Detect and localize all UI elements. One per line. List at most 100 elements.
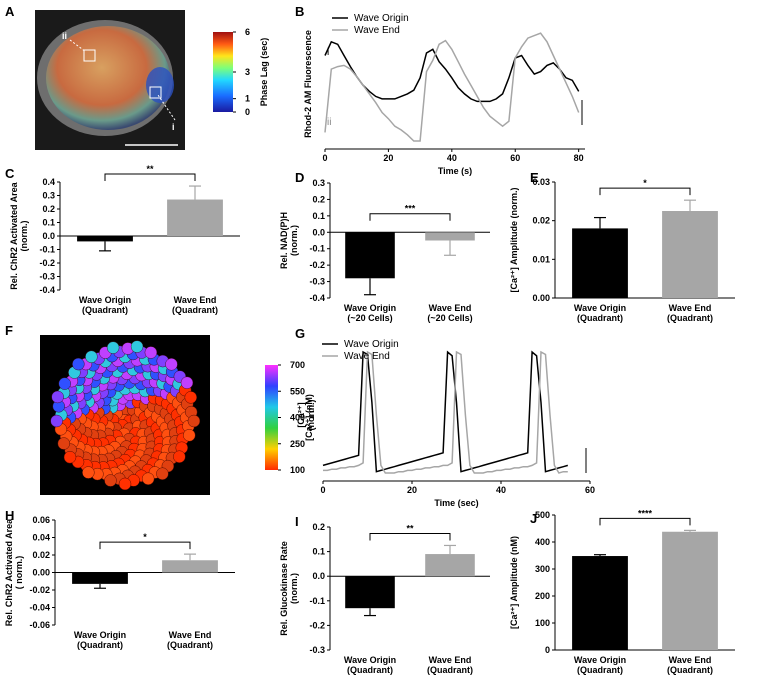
bar: [72, 572, 128, 584]
roi-arrow: [157, 94, 176, 121]
bar: [162, 560, 218, 573]
cell-sphere: [187, 414, 201, 428]
cell-sphere: [141, 472, 155, 485]
colorbar-tick-label: 3: [245, 67, 250, 77]
x-tick-label: Wave Origin (Quadrant): [74, 630, 126, 650]
x-tick-label: Wave Origin (Quadrant): [574, 655, 626, 675]
y-tick-label: 0.0: [312, 227, 325, 237]
panel-letter: D: [295, 170, 304, 185]
roi-box: [149, 86, 162, 99]
cell-sphere: [144, 346, 158, 359]
cell-sphere: [156, 467, 169, 480]
legend-label: Wave End: [354, 25, 400, 36]
y-tick-label: -0.02: [29, 585, 50, 595]
y-tick-label: 0.2: [312, 194, 325, 204]
significance-label: *: [143, 532, 147, 542]
significance-label: *: [643, 178, 647, 188]
x-axis-label: Time (s): [438, 166, 472, 176]
bar: [425, 554, 475, 577]
roi-arrow: [69, 39, 87, 53]
y-axis-label: [Ca²⁺](norm.): [296, 400, 316, 431]
significance-label: **: [406, 523, 414, 533]
y-tick-label: 0.01: [532, 254, 550, 264]
significance-bracket: [369, 213, 451, 221]
y-tick-label: -0.1: [309, 244, 325, 254]
x-tick-label: Wave Origin (Quadrant): [79, 295, 131, 315]
x-tick-label: Wave End (Quadrant): [427, 655, 473, 675]
legend-label: Wave End: [344, 351, 390, 362]
y-tick-label: -0.3: [39, 272, 55, 282]
x-tick-label: 60: [510, 153, 520, 163]
significance-bracket: [599, 517, 691, 526]
significance-bracket: [599, 187, 691, 196]
y-tick-label: 0.06: [32, 515, 50, 525]
panel-letter: F: [5, 323, 13, 338]
bar: [662, 531, 718, 650]
y-tick-label: 0.00: [32, 568, 50, 578]
legend-label: Wave Origin: [354, 13, 409, 24]
y-tick-label: 0.1: [312, 211, 325, 221]
bar: [167, 199, 223, 236]
x-tick-label: 40: [447, 153, 457, 163]
y-tick-label: 0.4: [42, 177, 55, 187]
panel-letter: G: [295, 326, 305, 341]
x-tick-label: Wave End (Quadrant): [167, 630, 213, 650]
cell-sphere: [184, 391, 197, 404]
series-line: [323, 350, 568, 474]
image-decoration: [35, 10, 587, 495]
series-line: [324, 32, 580, 142]
y-tick-label: 0.2: [312, 522, 325, 532]
colorbar-tick-label: 700: [290, 360, 305, 370]
y-tick-label: 0.03: [532, 177, 550, 187]
colorbar-tick-label: 250: [290, 439, 305, 449]
series-line: [324, 40, 580, 103]
significance-label: **: [146, 164, 154, 174]
colorbar-tick-label: 1: [245, 94, 250, 104]
bar: [345, 232, 395, 279]
y-tick-label: -0.4: [309, 293, 325, 303]
cell-sphere: [51, 390, 64, 404]
significance-label: ****: [638, 508, 653, 518]
y-tick-label: 0.0: [42, 231, 55, 241]
y-axis-label: Rel. ChR2 Activated Area(norm.): [9, 181, 29, 289]
x-tick-label: 80: [574, 153, 584, 163]
bar: [345, 576, 395, 609]
cell-sphere: [57, 437, 70, 450]
x-tick-label: 0: [320, 485, 325, 495]
panel-letter: J: [530, 511, 537, 526]
panel-letter: I: [295, 514, 299, 529]
roi-box: [83, 49, 96, 62]
x-tick-label: Wave End (Quadrant): [667, 303, 713, 323]
y-axis-label: Rel. NAD(P)H(norm.): [279, 212, 299, 269]
colorbar-tick-label: 550: [290, 386, 305, 396]
colorbar-tick-label: 6: [245, 27, 250, 37]
y-tick-label: -0.2: [309, 260, 325, 270]
y-axis-label: Rel. ChR2 Activated Area( norm.): [4, 518, 24, 626]
x-axis-label: Time (sec): [434, 498, 478, 508]
cell-sphere: [72, 357, 85, 371]
simulated-islet: [50, 340, 201, 491]
x-tick-label: 20: [383, 153, 393, 163]
x-tick-label: Wave Origin (Quadrant): [574, 303, 626, 323]
y-tick-label: 0.3: [42, 191, 55, 201]
colorbar: [265, 365, 278, 470]
colorbar-tick-label: 0: [245, 107, 250, 117]
significance-bracket: [369, 532, 451, 541]
y-tick-label: 0.3: [312, 178, 325, 188]
significance-bracket: [104, 173, 196, 182]
panel-letter: H: [5, 508, 14, 523]
cell-sphere: [104, 474, 117, 487]
y-axis-label: Rel. Glucokinase Rate(norm.): [279, 541, 299, 636]
y-tick-label: -0.2: [39, 258, 55, 268]
panel-letter: C: [5, 166, 15, 181]
y-tick-label: 0.02: [532, 216, 550, 226]
y-tick-label: -0.04: [29, 603, 50, 613]
y-axis-label: [Ca²⁺] Amplitude (norm.): [509, 188, 519, 293]
roi-label: i: [172, 122, 175, 132]
y-tick-label: -0.1: [39, 245, 55, 255]
bar: [425, 232, 475, 241]
bar: [77, 236, 133, 242]
colorbar-tick-label: 100: [290, 465, 305, 475]
bar: [572, 556, 628, 650]
